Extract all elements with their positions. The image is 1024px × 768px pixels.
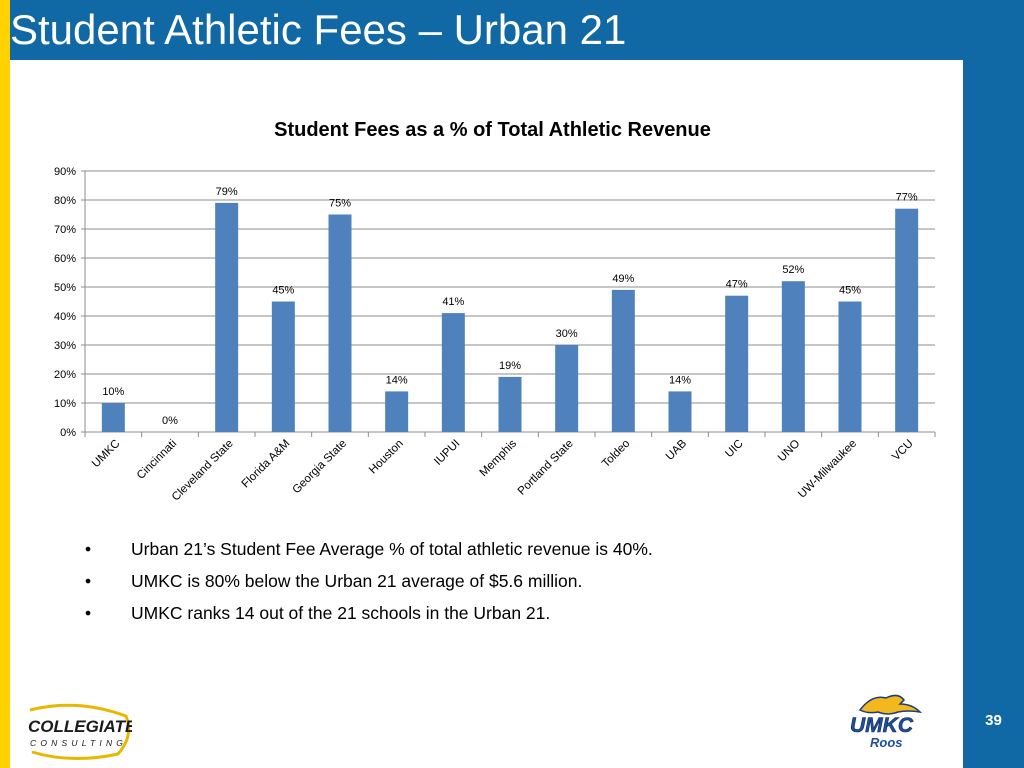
category-label: Cincinnati (135, 438, 179, 482)
collegiate-consulting-logo: COLLEGIATE CONSULTING (28, 703, 132, 760)
y-tick-label: 0% (60, 427, 76, 439)
bar (328, 214, 352, 432)
bar (101, 403, 125, 432)
right-brand-band (963, 0, 1024, 768)
category-label: UNO (776, 438, 803, 465)
bullet-icon: • (85, 603, 92, 623)
y-tick-label: 20% (54, 369, 76, 381)
y-tick-label: 80% (54, 195, 76, 207)
category-label: Georgia State (290, 438, 349, 497)
bullet-list: • Urban 21’s Student Fee Average % of tot… (85, 536, 653, 632)
data-label: 52% (782, 264, 804, 276)
data-label: 77% (896, 192, 918, 204)
category-label: UMKC (90, 438, 122, 470)
bar (441, 313, 465, 432)
logo-subtitle: Roos (870, 735, 903, 750)
y-tick-label: 70% (54, 224, 76, 236)
data-label: 79% (216, 186, 238, 198)
data-label: 10% (102, 386, 124, 398)
logo-wordmark: UMKC (850, 714, 914, 737)
chart-title: Student Fees as a % of Total Athletic Re… (274, 119, 711, 141)
data-label: 0% (162, 415, 178, 427)
bar (781, 281, 805, 432)
bullet-item: • UMKC ranks 14 out of the 21 schools in … (85, 600, 653, 632)
data-label: 14% (386, 374, 408, 386)
y-tick-label: 60% (54, 253, 76, 265)
bar (838, 301, 862, 432)
bar (385, 391, 409, 432)
data-label: 30% (556, 328, 578, 340)
y-tick-label: 50% (54, 282, 76, 294)
bullet-item: • UMKC is 80% below the Urban 21 average … (85, 568, 653, 600)
bullet-text: UMKC is 80% below the Urban 21 average o… (131, 571, 583, 591)
bar (668, 391, 692, 432)
category-label: Cleveland State (170, 438, 236, 504)
left-accent-stripe (0, 0, 10, 768)
data-label: 19% (499, 360, 521, 372)
category-label: VCU (890, 438, 916, 464)
kangaroo-icon (858, 694, 923, 715)
data-label: 45% (272, 285, 294, 297)
bar (725, 295, 749, 432)
bar (498, 376, 522, 432)
category-label: Toldeo (600, 438, 632, 470)
bar (271, 301, 295, 432)
bar-chart: 0% 10% 20% 30% 40% 50% 60% 70% 80% 90% 10% UMKC 0% Ci… (54, 166, 936, 504)
data-label: 41% (442, 296, 464, 308)
bullet-icon: • (85, 539, 92, 559)
data-label: 75% (329, 198, 351, 210)
data-label: 45% (839, 285, 861, 297)
category-label: Memphis (478, 437, 520, 479)
data-label: 47% (726, 279, 748, 291)
page-number: 39 (985, 712, 1002, 729)
category-label: Portland State (516, 438, 576, 498)
logo-subtitle: CONSULTING (30, 738, 127, 748)
bar (895, 208, 919, 432)
bullet-text: Urban 21’s Student Fee Average % of tota… (131, 539, 653, 559)
y-tick-label: 90% (54, 166, 76, 178)
logo-wordmark: COLLEGIATE (28, 717, 132, 736)
category-label: Houston (367, 438, 406, 477)
data-label: 49% (612, 273, 634, 285)
category-label: UIC (723, 438, 745, 460)
category-label: IUPUI (432, 438, 462, 468)
y-tick-label: 10% (54, 398, 76, 410)
y-tick-label: 40% (54, 311, 76, 323)
bullet-icon: • (85, 571, 92, 591)
slide-title: Student Athletic Fees – Urban 21 (10, 6, 627, 53)
category-label: UW-Milwaukee (796, 438, 859, 501)
bullet-text: UMKC ranks 14 out of the 21 schools in t… (131, 603, 551, 623)
bar (555, 345, 579, 432)
title-bar (10, 0, 1024, 60)
y-tick-label: 30% (54, 340, 76, 352)
data-label: 14% (669, 374, 691, 386)
bar (611, 289, 635, 432)
category-label: UAB (664, 437, 689, 462)
bullet-item: • Urban 21’s Student Fee Average % of tot… (85, 536, 653, 568)
category-label: Florida A&M (240, 438, 293, 491)
umkc-roos-logo: UMKC Roos (850, 694, 923, 750)
bar (215, 202, 239, 432)
